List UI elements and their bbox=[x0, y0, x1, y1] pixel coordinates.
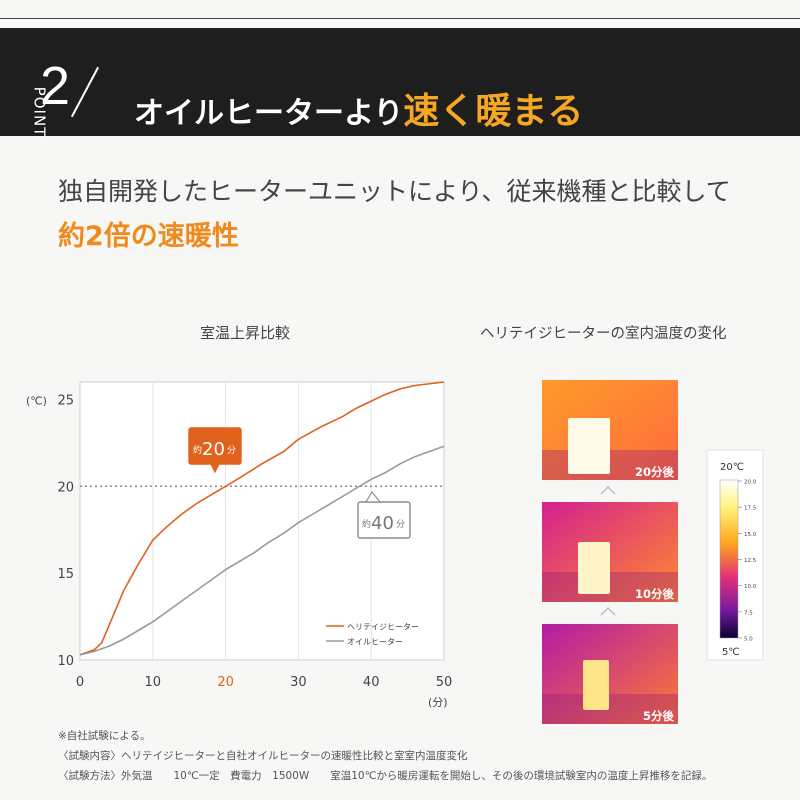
thermal-time-label: 5分後 bbox=[643, 709, 675, 723]
scale-tick-label: 17.5 bbox=[744, 506, 757, 512]
x-tick-label: 40 bbox=[363, 675, 380, 690]
heading-main: オイルヒーターより bbox=[134, 96, 404, 131]
y-tick-label: 15 bbox=[57, 567, 74, 582]
annotation-prefix: 約 bbox=[362, 518, 371, 530]
subheading-line1: 独自開発したヒーターユニットにより、従来機種と比較して bbox=[58, 177, 731, 206]
scale-tick-label: 15.0 bbox=[744, 532, 757, 538]
legend-label: ヘリテイジヒーター bbox=[347, 623, 419, 632]
thermal-image-bg bbox=[542, 624, 678, 724]
top-divider bbox=[0, 18, 800, 19]
point-slash bbox=[70, 66, 100, 118]
heater-glow bbox=[583, 660, 609, 710]
annotation-value: 20 bbox=[202, 439, 225, 460]
heater-glow bbox=[568, 418, 610, 474]
x-tick-label: 10 bbox=[145, 675, 162, 690]
series-line bbox=[79, 381, 445, 656]
annotation-value: 40 bbox=[371, 513, 394, 534]
scale-tick-label: 5.0 bbox=[744, 637, 753, 643]
thermal-image: 5分後 bbox=[542, 624, 678, 724]
thermal-image: 10分後 bbox=[542, 502, 678, 602]
thermal-image-bg bbox=[542, 380, 678, 480]
footnote-line: 〈試験方法〉外気温 10℃一定 費電力 1500W 室温10℃から暖房運転を開始… bbox=[58, 770, 713, 782]
series-line bbox=[79, 445, 445, 656]
y-tick-label: 10 bbox=[57, 654, 74, 669]
y-axis-unit: (℃) bbox=[26, 394, 47, 407]
plot-area bbox=[79, 381, 445, 661]
thermal-floor bbox=[542, 694, 678, 724]
y-tick-label: 20 bbox=[57, 480, 74, 495]
x-axis-unit: (分) bbox=[428, 696, 448, 709]
x-tick-label: 20 bbox=[217, 675, 234, 690]
scale-panel bbox=[706, 449, 764, 661]
thermal-time-label: 20分後 bbox=[635, 465, 675, 479]
annotation-box bbox=[188, 427, 242, 465]
thermal-floor bbox=[542, 450, 678, 480]
up-chevron-icon bbox=[600, 486, 616, 495]
up-chevron-icon bbox=[600, 607, 616, 616]
scale-max-label: 20℃ bbox=[720, 462, 744, 473]
thermal-image-bg bbox=[542, 502, 678, 602]
footnote-line: 〈試験内容〉ヘリテイジヒーターと自社オイルヒーターの速暖性比較と室室内温度変化 bbox=[58, 750, 468, 762]
annotation-prefix: 約 bbox=[193, 444, 202, 456]
x-tick-label: 50 bbox=[436, 675, 453, 690]
chart-title: 室温上昇比較 bbox=[200, 324, 291, 342]
scale-tick-label: 12.5 bbox=[744, 558, 757, 564]
annotation-40min: 約 40 分 bbox=[357, 490, 411, 539]
scale-bar bbox=[719, 479, 739, 639]
heading-highlight: 速く暖まる bbox=[403, 91, 584, 132]
annotation-20min: 約 20 分 bbox=[188, 427, 242, 474]
footnote-line: ※自社試験による。 bbox=[58, 730, 151, 742]
thermal-title: ヘリテイジヒーターの室内温度の変化 bbox=[480, 326, 727, 342]
y-tick-label: 25 bbox=[57, 393, 74, 408]
scale-tick-label: 10.0 bbox=[744, 584, 757, 590]
annotation-unit: 分 bbox=[396, 519, 405, 530]
x-tick-label: 0 bbox=[76, 675, 84, 690]
thermal-floor bbox=[542, 572, 678, 602]
annotation-pointer bbox=[364, 490, 382, 503]
legend-label: オイルヒーター bbox=[347, 638, 403, 647]
point-banner: POINT 2 オイルヒーターより速く暖まる bbox=[0, 28, 800, 137]
scale-tick-label: 20.0 bbox=[744, 480, 757, 486]
annotation-box bbox=[357, 501, 411, 539]
subheading-line2: 約2倍の速暖性 bbox=[58, 221, 239, 252]
scale-min-label: 5℃ bbox=[722, 647, 740, 658]
annotation-pointer bbox=[210, 463, 220, 474]
scale-tick-label: 7.5 bbox=[744, 610, 753, 616]
annotation-unit: 分 bbox=[227, 445, 236, 456]
banner-heading: オイルヒーターより速く暖まる bbox=[134, 82, 583, 134]
point-number: 2 bbox=[40, 56, 71, 116]
thermal-time-label: 10分後 bbox=[635, 587, 675, 601]
heater-glow bbox=[578, 542, 610, 594]
thermal-image: 20分後 bbox=[542, 380, 678, 480]
x-tick-label: 30 bbox=[290, 675, 307, 690]
